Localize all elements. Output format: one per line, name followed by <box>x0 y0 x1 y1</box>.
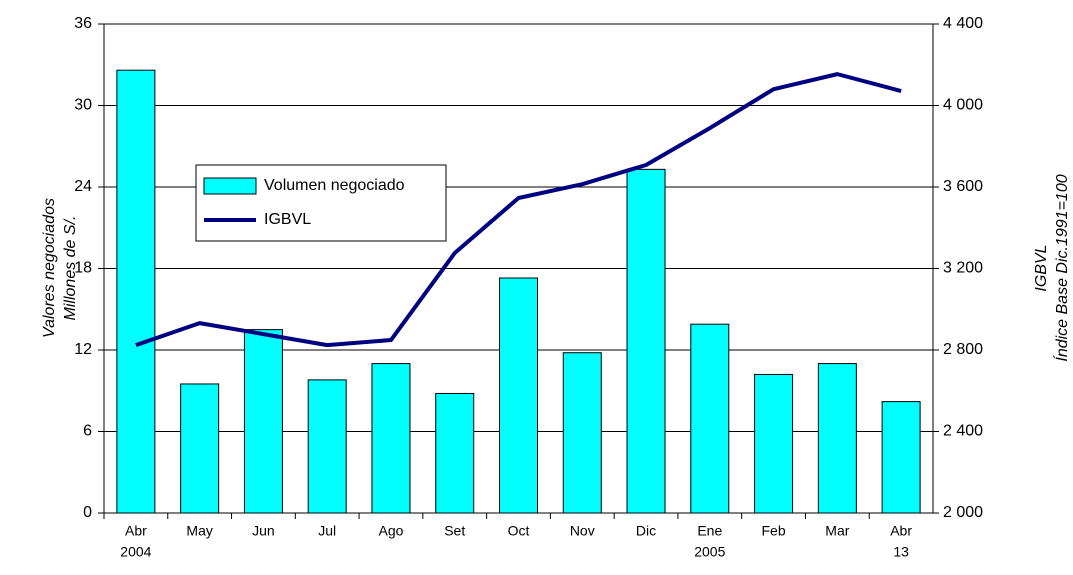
legend-label: IGBVL <box>264 211 311 228</box>
bar <box>626 168 666 514</box>
x-tick-label: Jul <box>318 523 336 539</box>
legend-label: Volumen negociado <box>264 177 405 194</box>
y2-tick-label: 4 000 <box>943 97 983 114</box>
y2-tick-label: 4 400 <box>943 15 983 32</box>
y-axis-label: Valores negociados <box>41 198 58 338</box>
y2-tick-label: 3 600 <box>943 178 983 195</box>
bar <box>754 373 794 514</box>
bar <box>881 401 921 514</box>
x-tick-label: Feb <box>762 523 786 539</box>
bar <box>243 329 283 514</box>
x-tick-label: Oct <box>508 523 530 539</box>
y2-axis-label: Índice Base Dic.1991=100 <box>1052 174 1071 361</box>
y2-tick-label: 2 400 <box>943 423 983 440</box>
x-tick-label: Jun <box>252 523 275 539</box>
bar <box>180 383 220 514</box>
y2-axis-label: IGBVL <box>1033 244 1050 291</box>
x-tick-sublabel: 2004 <box>120 544 151 560</box>
bar <box>116 69 156 514</box>
bar <box>817 363 857 514</box>
y-tick-label: 36 <box>74 15 92 32</box>
y2-tick-label: 3 200 <box>943 260 983 277</box>
y-tick-label: 18 <box>74 260 92 277</box>
bar <box>307 379 347 514</box>
y-tick-label: 12 <box>74 341 92 358</box>
y2-tick-label: 2 800 <box>943 341 983 358</box>
x-tick-label: Abr <box>125 523 147 539</box>
x-tick-label: Ago <box>379 523 404 539</box>
y-axis-label: Millones de S/. <box>62 216 79 321</box>
y-tick-label: 6 <box>83 423 92 440</box>
bar <box>562 352 602 514</box>
x-tick-sublabel: 2005 <box>694 544 725 560</box>
y-tick-label: 24 <box>74 178 92 195</box>
x-tick-sublabel: 13 <box>893 544 909 560</box>
bar <box>435 392 475 514</box>
x-tick-label: May <box>186 523 212 539</box>
x-tick-label: Dic <box>636 523 656 539</box>
y2-tick-label: 2 000 <box>943 504 983 521</box>
x-tick-label: Abr <box>890 523 912 539</box>
x-tick-label: Ene <box>697 523 722 539</box>
x-tick-label: Set <box>444 523 465 539</box>
y-tick-label: 0 <box>83 504 92 521</box>
y-tick-label: 30 <box>74 97 92 114</box>
legend-swatch <box>203 177 257 195</box>
bar <box>499 277 538 514</box>
bar <box>371 363 411 514</box>
x-tick-label: Nov <box>570 523 595 539</box>
x-tick-label: Mar <box>825 523 849 539</box>
bar <box>690 323 730 514</box>
line <box>135 72 902 348</box>
